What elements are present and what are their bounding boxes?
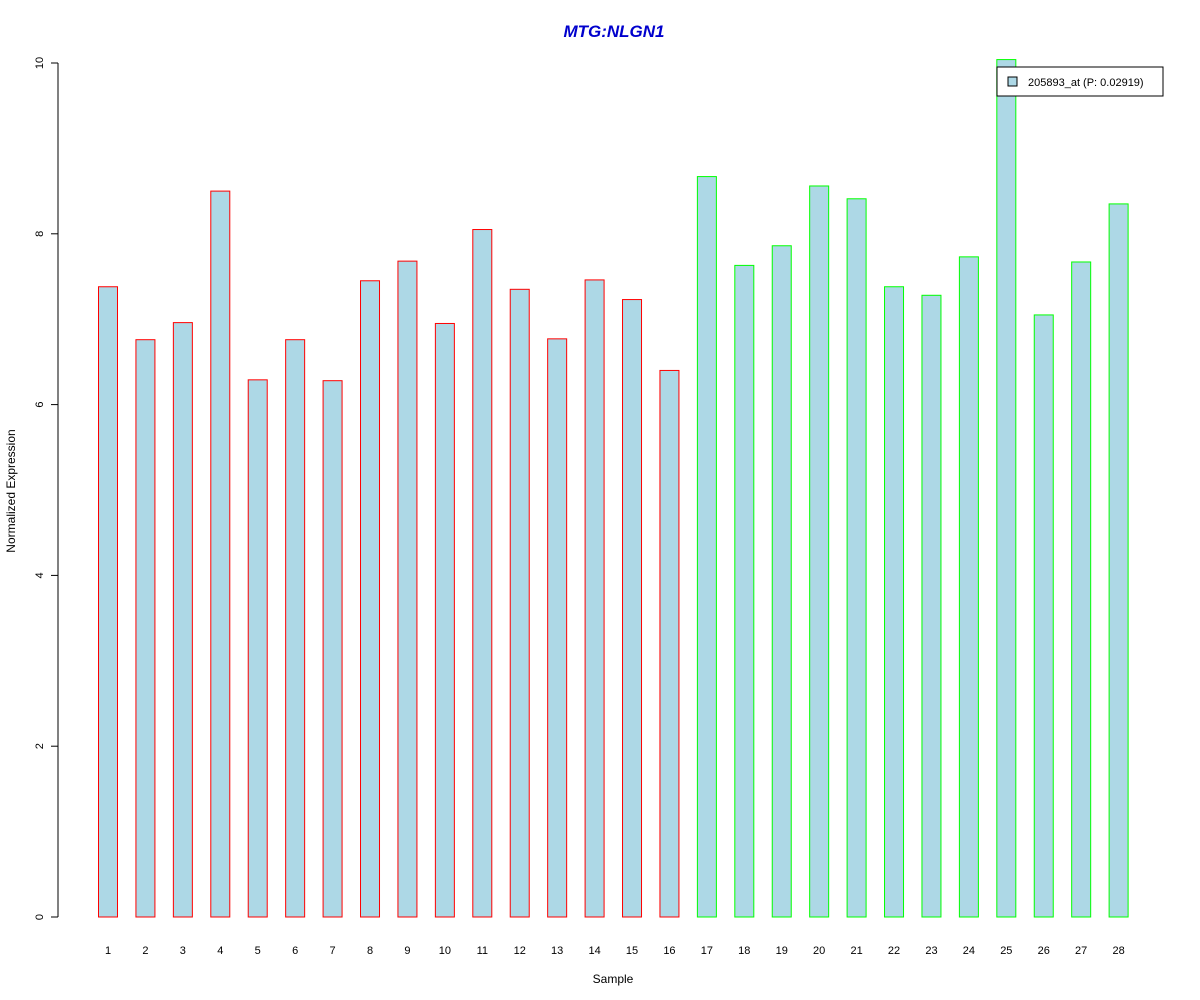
x-tick-label: 19 [776,945,788,957]
bar-sample-25 [996,59,1017,918]
x-tick-label: 3 [180,945,186,957]
x-tick-label: 22 [888,945,900,957]
bar-sample-9 [397,260,418,918]
legend-box [996,66,1164,97]
y-tick-label: 2 [34,743,46,749]
bar-sample-17 [696,176,717,918]
bar-sample-20 [809,185,830,918]
bar-sample-14 [584,279,605,918]
x-tick-label: 18 [738,945,750,957]
x-tick-label: 16 [663,945,675,957]
x-tick-label: 6 [292,945,298,957]
bar-sample-19 [771,245,792,918]
x-axis-label: Sample [593,972,634,986]
bar-sample-26 [1033,314,1054,918]
bar-sample-22 [884,286,905,918]
bar-sample-1 [98,286,118,918]
x-tick-label: 21 [850,945,862,957]
x-tick-label: 25 [1000,945,1012,957]
x-tick-label: 26 [1038,945,1050,957]
x-tick-label: 4 [217,945,223,957]
bar-sample-11 [472,229,493,918]
bar-sample-28 [1108,203,1129,918]
x-tick-label: 23 [925,945,937,957]
y-tick-label: 4 [34,572,46,578]
bar-sample-7 [322,380,343,918]
legend: 205893_at (P: 0.02919) [996,66,1164,97]
chart-title: MTG:NLGN1 [563,22,664,41]
x-tick-label: 27 [1075,945,1087,957]
y-tick-label: 10 [34,57,46,69]
bar-sample-5 [247,379,268,918]
x-tick-label: 2 [142,945,148,957]
y-tick-label: 8 [34,231,46,237]
x-tick-label: 7 [330,945,336,957]
x-tick-label: 11 [477,945,488,957]
x-tick-label: 12 [514,945,526,957]
bar-sample-4 [210,190,231,918]
x-tick-label: 20 [813,945,825,957]
x-tick-label: 8 [367,945,373,957]
x-tick-label: 9 [404,945,410,957]
bar-sample-21 [846,198,867,918]
bar-sample-24 [958,256,979,918]
bar-sample-13 [547,338,568,918]
bar-sample-16 [659,369,680,918]
x-tick-label: 5 [255,945,261,957]
bar-sample-6 [285,339,306,918]
bar-sample-8 [360,280,381,918]
legend-label: 205893_at (P: 0.02919) [1028,77,1144,89]
bar-sample-10 [434,322,455,918]
x-tick-labels: 1 2 3 4 5 6 7 8 9 10 11 12 13 14 15 16 17 18 19 20 21 22 23 24 2… [105,945,1125,957]
y-tick-label: 0 [34,914,46,920]
bar-sample-23 [921,294,942,918]
legend-swatch [1007,76,1018,87]
bar-sample-3 [172,322,193,918]
bar-sample-18 [734,264,755,918]
x-tick-label: 28 [1112,945,1124,957]
x-tick-label: 15 [626,945,638,957]
x-tick-label: 10 [439,945,451,957]
y-axis: 0 2 4 6 8 10 [34,57,59,920]
bar-sample-27 [1071,261,1092,918]
y-tick-label: 6 [34,402,46,408]
x-tick-label: 24 [963,945,975,957]
x-tick-label: 13 [551,945,563,957]
x-tick-label: 1 [105,945,111,957]
x-tick-label: 14 [588,945,600,957]
bars [98,59,1129,918]
x-tick-label: 17 [701,945,713,957]
bar-sample-2 [135,339,156,918]
y-axis-label: Normalized Expression [4,429,18,552]
bar-sample-12 [509,288,530,918]
bar-sample-15 [622,299,643,918]
